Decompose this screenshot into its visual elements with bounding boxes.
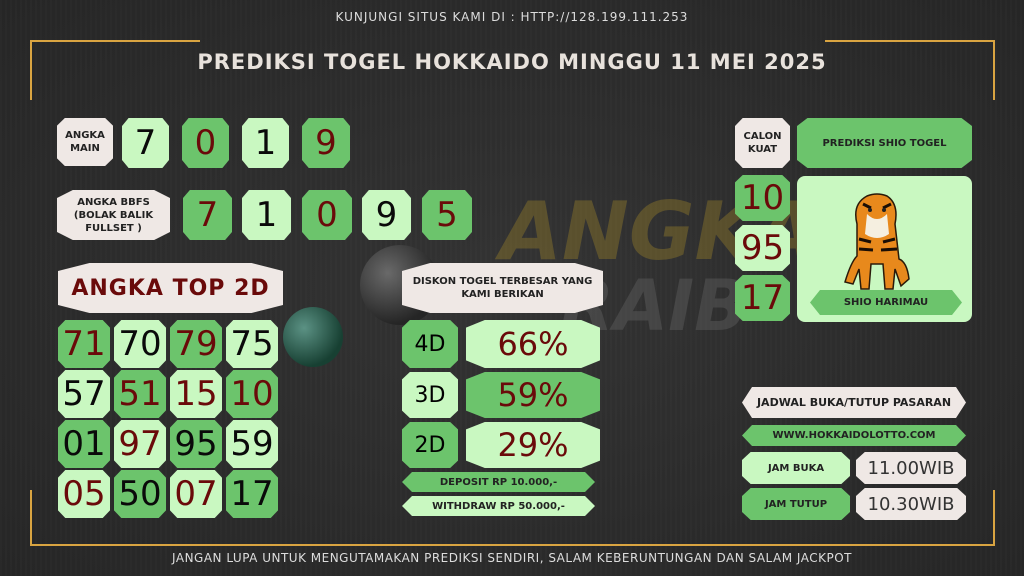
website-link[interactable]: WWW.HOKKAIDOLOTTO.COM — [742, 425, 966, 446]
shio-panel: SHIO HARIMAU — [797, 176, 972, 322]
frame-line — [30, 40, 32, 100]
deposit-info: DEPOSIT RP 10.000,- — [402, 472, 595, 492]
jadwal-label: JADWAL BUKA/TUTUP PASARAN — [742, 387, 966, 418]
jam-tutup-value: 10.30WIB — [856, 488, 966, 520]
withdraw-info: WITHDRAW RP 50.000,- — [402, 496, 595, 516]
angka-main-digit: 7 — [122, 118, 169, 168]
frame-line — [30, 490, 32, 546]
jam-tutup-label: JAM TUTUP — [742, 488, 850, 520]
top2d-number: 59 — [226, 420, 278, 468]
frame-line — [30, 544, 995, 546]
frame-line — [825, 40, 995, 42]
angka-main-digit: 1 — [242, 118, 289, 168]
top2d-number: 70 — [114, 320, 166, 368]
top2d-number: 97 — [114, 420, 166, 468]
diskon-type: 3D — [402, 372, 458, 418]
diskon-type: 2D — [402, 422, 458, 468]
top2d-number: 95 — [170, 420, 222, 468]
top2d-number: 51 — [114, 370, 166, 418]
jam-buka-value: 11.00WIB — [856, 452, 966, 484]
calon-kuat-number: 95 — [735, 225, 790, 271]
footer-text: JANGAN LUPA UNTUK MENGUTAMAKAN PREDIKSI … — [172, 551, 852, 565]
visit-site-text: KUNJUNGI SITUS KAMI DI : HTTP://128.199.… — [335, 10, 689, 24]
top2d-number: 50 — [114, 470, 166, 518]
top2d-number: 10 — [226, 370, 278, 418]
top2d-number: 71 — [58, 320, 110, 368]
bbfs-digit: 7 — [183, 190, 232, 240]
bbfs-digit: 5 — [422, 190, 472, 240]
calon-kuat-number: 17 — [735, 275, 790, 321]
bbfs-label: ANGKA BBFS (BOLAK BALIK FULLSET ) — [57, 190, 170, 240]
bbfs-digit: 0 — [302, 190, 352, 240]
top2d-number: 17 — [226, 470, 278, 518]
angka-main-digit: 0 — [182, 118, 229, 168]
frame-line — [30, 40, 200, 42]
top2d-number: 01 — [58, 420, 110, 468]
top2d-label: ANGKA TOP 2D — [58, 263, 283, 313]
shio-name: SHIO HARIMAU — [810, 290, 962, 315]
diskon-type: 4D — [402, 320, 458, 368]
angka-main-label: ANGKA MAIN — [57, 118, 113, 166]
top2d-number: 75 — [226, 320, 278, 368]
bbfs-digit: 9 — [362, 190, 411, 240]
calon-kuat-label: CALON KUAT — [735, 118, 790, 168]
frame-line — [993, 40, 995, 100]
frame-line — [993, 490, 995, 546]
diskon-value: 59% — [466, 372, 600, 418]
diskon-label: DISKON TOGEL TERBESAR YANG KAMI BERIKAN — [402, 263, 603, 313]
top2d-number: 79 — [170, 320, 222, 368]
angka-main-digit: 9 — [302, 118, 350, 168]
top2d-number: 07 — [170, 470, 222, 518]
page-title: PREDIKSI TOGEL HOKKAIDO MINGGU 11 MEI 20… — [197, 50, 827, 74]
diskon-value: 29% — [466, 422, 600, 468]
billiard-ball-icon — [283, 307, 343, 367]
top2d-number: 57 — [58, 370, 110, 418]
bbfs-digit: 1 — [242, 190, 291, 240]
diskon-value: 66% — [466, 320, 600, 368]
top2d-number: 05 — [58, 470, 110, 518]
jam-buka-label: JAM BUKA — [742, 452, 850, 484]
top2d-number: 15 — [170, 370, 222, 418]
tiger-icon — [844, 193, 910, 290]
prediksi-shio-label: PREDIKSI SHIO TOGEL — [797, 118, 972, 168]
calon-kuat-number: 10 — [735, 175, 790, 221]
